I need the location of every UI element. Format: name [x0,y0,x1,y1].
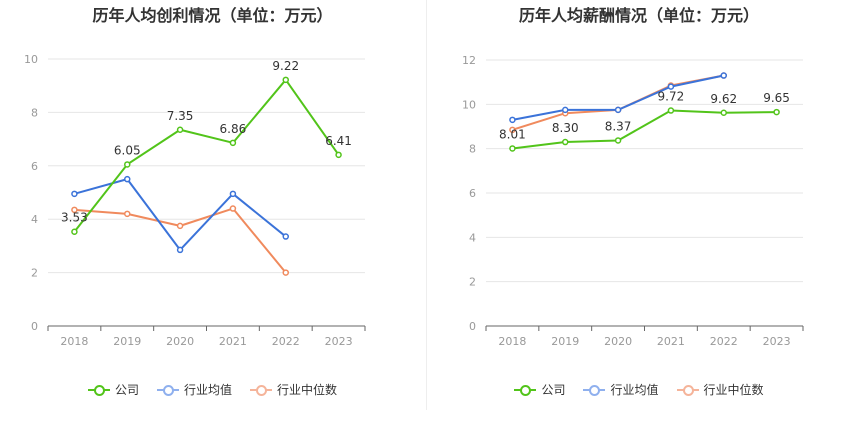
salary-chart-plot: 0 2 4 6 8 10 12 2018 2019 2020 2021 2022 2023 8.01 8.3… [462,54,804,348]
legend-label: 公司 [541,383,566,397]
data-point [71,228,78,235]
data-point [509,126,516,134]
x-tick-label: 2019 [113,335,141,348]
y-tick-label: 2 [31,267,38,280]
salary-per-capita-panel: 历年人均薪酬情况（单位：万元） 0 2 4 6 8 10 12 2018 2019 2020 202… [428,0,850,437]
legend-marker-icon [676,384,699,396]
series-line-company [73,78,340,233]
y-tick-label: 2 [469,276,476,289]
legend-item-industry-mean[interactable]: 行业均值 [583,381,659,398]
x-tick-label: 2023 [763,335,791,348]
profit-chart-plot: 0 2 4 6 8 10 2018 2019 2020 2021 2022 2023 3.53 6.05 7… [24,53,366,348]
data-label: 9.72 [658,90,685,104]
x-tick-label: 2020 [604,335,632,348]
data-point [335,151,342,159]
data-point [176,246,184,254]
y-tick-label: 12 [462,54,476,67]
y-tick-label: 10 [24,53,38,66]
data-point [720,72,727,79]
series-line-industry-mean [512,74,724,121]
data-label: 8.37 [605,119,632,133]
legend-item-company[interactable]: 公司 [87,381,139,398]
legend-label: 行业均值 [183,383,232,397]
data-point [176,222,184,230]
chart-legend: 公司 行业均值 行业中位数 [428,381,850,398]
data-point [124,161,131,168]
chart-title: 历年人均创利情况（单位：万元） [92,6,333,25]
data-label: 9.22 [272,59,299,73]
data-point [509,116,516,124]
legend-marker-icon [87,384,110,396]
y-tick-label: 4 [469,231,476,244]
series-line-industry-median [74,207,287,274]
data-point [229,139,237,147]
data-point [282,269,289,276]
y-tick-label: 0 [31,320,38,333]
legend-label: 行业均值 [610,383,659,397]
legend-item-industry-mean[interactable]: 行业均值 [156,381,232,398]
legend-item-industry-median[interactable]: 行业中位数 [676,381,764,398]
x-tick-label: 2021 [657,335,685,348]
y-tick-label: 6 [31,160,38,173]
data-point [614,137,622,144]
legend-label: 行业中位数 [277,383,338,397]
data-point [614,106,622,114]
data-point [667,107,675,114]
panel-divider [426,0,427,410]
data-point [124,175,131,183]
data-point [229,190,237,198]
legend-marker-icon [583,384,606,396]
data-point [562,106,569,114]
data-point [124,210,131,218]
y-tick-label: 8 [469,143,476,156]
data-label: 9.62 [710,92,737,106]
data-label: 6.41 [325,134,352,148]
data-label: 3.53 [61,211,88,225]
y-tick-label: 8 [31,106,38,119]
data-label: 8.01 [499,127,526,141]
data-label: 9.65 [763,91,790,105]
chart-title: 历年人均薪酬情况（单位：万元） [518,6,759,25]
data-point [176,126,184,134]
x-tick-label: 2021 [219,335,247,348]
profit-per-capita-panel: 历年人均创利情况（单位：万元） 0 2 4 6 8 10 2018 2019 2020 2021 2… [0,6,425,398]
data-label: 8.30 [552,121,579,135]
data-point [562,138,569,146]
legend-label: 行业中位数 [703,383,764,397]
x-tick-label: 2020 [166,335,194,348]
data-point [282,233,289,240]
y-tick-label: 0 [469,320,476,333]
x-tick-label: 2018 [60,335,88,348]
legend-marker-icon [156,384,179,396]
data-label: 7.35 [167,109,194,123]
legend-item-industry-median[interactable]: 行业中位数 [250,381,337,398]
data-label: 6.86 [220,122,247,136]
x-tick-label: 2019 [551,335,579,348]
data-point [773,108,780,116]
data-point [71,190,78,198]
data-point [720,109,727,117]
data-point [509,145,516,152]
x-tick-label: 2022 [710,335,738,348]
x-tick-label: 2022 [272,335,300,348]
data-label: 6.05 [114,143,141,157]
y-tick-label: 4 [31,213,38,226]
legend-item-company[interactable]: 公司 [514,381,565,398]
legend-marker-icon [250,384,272,396]
chart-legend: 公司 行业均值 行业中位数 [0,381,425,398]
legend-marker-icon [514,384,537,396]
series-line-company [512,109,777,150]
data-point [667,83,675,90]
x-tick-label: 2023 [325,335,353,348]
data-point [282,76,289,84]
x-tick-label: 2018 [498,335,526,348]
data-point [71,206,78,214]
y-tick-label: 6 [469,187,476,200]
legend-label: 公司 [114,383,139,397]
y-tick-label: 10 [462,98,476,111]
data-point [229,205,237,212]
